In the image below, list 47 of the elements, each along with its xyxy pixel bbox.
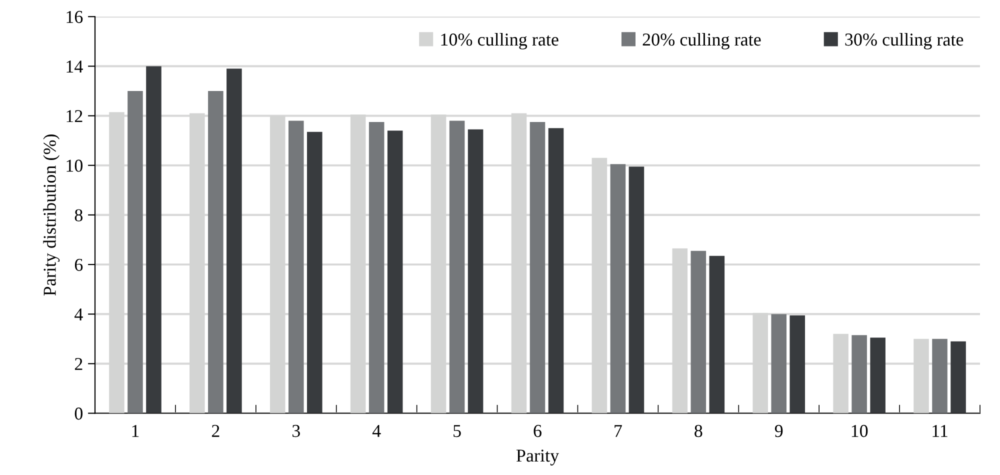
bar xyxy=(932,338,948,414)
y-tick-label: 16 xyxy=(66,10,83,24)
y-tick-label: 4 xyxy=(74,308,83,320)
bar xyxy=(790,315,806,414)
bar xyxy=(628,166,644,414)
bar xyxy=(852,335,867,414)
bar xyxy=(709,256,725,414)
bar xyxy=(208,90,224,414)
x-tick-label: 2 xyxy=(212,424,220,437)
bar xyxy=(690,250,706,414)
bar xyxy=(548,128,564,414)
legend-label: 10% culling rate xyxy=(441,32,558,50)
y-tick-label: 2 xyxy=(74,358,82,370)
x-tick-label: 10 xyxy=(852,424,868,438)
x-tick-label: 8 xyxy=(694,424,702,438)
x-tick-label: 5 xyxy=(454,425,461,438)
y-axis-title: Parity distribution (%) xyxy=(43,134,60,296)
bar xyxy=(449,120,465,414)
bar xyxy=(950,341,966,414)
x-tick-label: 1 xyxy=(132,424,139,437)
y-tick-label: 6 xyxy=(74,258,83,271)
legend-label: 30% culling rate xyxy=(845,32,964,50)
bar xyxy=(530,122,546,414)
bar xyxy=(226,68,242,414)
bar xyxy=(771,314,787,414)
bar xyxy=(610,164,626,414)
x-axis-title: Parity xyxy=(516,450,559,466)
bar xyxy=(146,66,162,414)
bar xyxy=(368,122,384,414)
bar xyxy=(387,130,403,414)
y-tick-label: 14 xyxy=(66,60,83,72)
x-tick-label: 7 xyxy=(614,425,622,437)
legend-label: 20% culling rate xyxy=(642,32,761,50)
bar xyxy=(128,90,143,414)
bar xyxy=(468,129,484,414)
x-tick-label: 4 xyxy=(372,425,381,437)
y-tick-label: 10 xyxy=(66,160,83,172)
bar xyxy=(307,132,322,414)
x-tick-label: 3 xyxy=(292,424,300,438)
y-tick-label: 8 xyxy=(74,209,83,222)
y-tick-label: 12 xyxy=(66,110,82,122)
x-tick-label: 9 xyxy=(774,424,783,438)
bar xyxy=(288,120,304,414)
bar xyxy=(870,338,886,414)
x-tick-label: 11 xyxy=(932,424,948,437)
y-tick-label: 0 xyxy=(74,408,83,420)
x-tick-label: 6 xyxy=(534,424,542,438)
